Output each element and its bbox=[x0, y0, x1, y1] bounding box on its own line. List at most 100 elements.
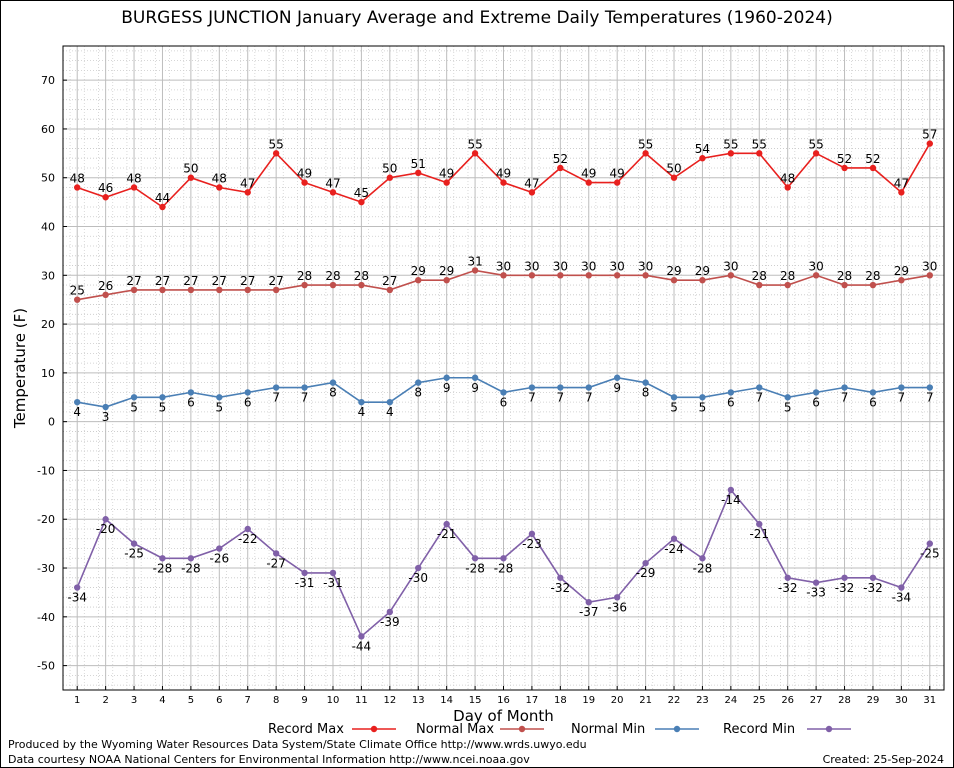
normal-min-point bbox=[500, 389, 507, 396]
record-max-data-label: 55 bbox=[808, 137, 823, 151]
record-min-point bbox=[471, 555, 479, 562]
record-max-point bbox=[699, 155, 706, 162]
record-min-data-label: -32 bbox=[863, 581, 883, 595]
normal-max-data-label: 29 bbox=[695, 264, 710, 278]
normal-max-data-label: 30 bbox=[524, 259, 539, 273]
normal-max-point bbox=[358, 281, 365, 289]
x-tick-label: 17 bbox=[526, 695, 539, 706]
normal-max-point bbox=[500, 272, 507, 279]
normal-min-point bbox=[329, 379, 337, 386]
normal-min-point bbox=[727, 389, 735, 396]
legend-label-normal-max: Normal Max bbox=[416, 722, 494, 737]
normal-min-point bbox=[699, 394, 706, 401]
record-max-data-label: 55 bbox=[467, 137, 482, 151]
record-max-point bbox=[130, 184, 138, 191]
record-max-point bbox=[898, 189, 905, 196]
record-max-point bbox=[74, 184, 81, 191]
normal-max-point bbox=[926, 272, 933, 279]
record-min-data-label: -36 bbox=[607, 600, 627, 614]
record-max-point bbox=[727, 150, 735, 157]
normal-max-point bbox=[585, 272, 592, 279]
normal-max-point bbox=[898, 276, 905, 284]
normal-min-data-label: 5 bbox=[215, 400, 223, 414]
chart-title: BURGESS JUNCTION January Average and Ext… bbox=[121, 8, 833, 28]
normal-min-data-label: 7 bbox=[755, 391, 763, 405]
normal-max-data-label: 29 bbox=[439, 264, 454, 278]
normal-min-data-label: 9 bbox=[471, 381, 479, 395]
normal-min-data-label: 5 bbox=[784, 400, 792, 414]
record-min-data-label: -21 bbox=[437, 527, 457, 541]
normal-min-point bbox=[585, 384, 592, 391]
y-tick-label: 0 bbox=[48, 416, 55, 429]
normal-max-point bbox=[443, 276, 450, 284]
normal-max-data-label: 26 bbox=[98, 279, 113, 293]
normal-max-data-label: 27 bbox=[382, 274, 397, 288]
normal-min-data-label: 7 bbox=[585, 391, 593, 405]
normal-min-data-label: 6 bbox=[812, 395, 820, 409]
normal-min-data-label: 7 bbox=[272, 391, 280, 405]
normal-max-data-label: 31 bbox=[467, 254, 482, 268]
record-max-point bbox=[500, 179, 507, 186]
normal-min-data-label: 5 bbox=[130, 400, 138, 414]
record-min-point bbox=[727, 486, 735, 494]
record-max-point bbox=[301, 179, 308, 186]
y-tick-label: -20 bbox=[37, 513, 55, 526]
normal-min-point bbox=[386, 398, 394, 406]
normal-min-point bbox=[358, 398, 365, 406]
record-min-point bbox=[244, 525, 251, 533]
legend-label-record-max: Record Max bbox=[268, 722, 344, 737]
plot-border bbox=[62, 45, 945, 691]
x-tick-label: 15 bbox=[469, 695, 482, 706]
record-max-data-label: 49 bbox=[439, 167, 454, 181]
normal-min-point bbox=[130, 394, 138, 401]
created-date: Created: 25-Sep-2024 bbox=[822, 753, 944, 766]
record-min-data-label: -31 bbox=[323, 576, 343, 590]
normal-min-data-label: 5 bbox=[670, 400, 678, 414]
normal-max-data-label: 27 bbox=[183, 274, 198, 288]
record-min-point bbox=[585, 598, 592, 606]
y-tick-label: 50 bbox=[41, 172, 55, 185]
x-axis-label: Day of Month bbox=[453, 707, 554, 725]
record-min-data-label: -31 bbox=[295, 576, 315, 590]
normal-max-data-label: 30 bbox=[922, 259, 937, 273]
normal-max-point bbox=[756, 281, 763, 289]
normal-max-point bbox=[102, 291, 109, 299]
normal-min-data-label: 4 bbox=[386, 405, 394, 419]
normal-min-point bbox=[557, 384, 564, 391]
x-tick-label: 11 bbox=[355, 695, 368, 706]
x-tick-label: 19 bbox=[582, 695, 595, 706]
normal-min-point bbox=[642, 379, 649, 386]
x-tick-label: 2 bbox=[102, 695, 108, 706]
record-max-point bbox=[443, 179, 450, 186]
normal-min-data-label: 4 bbox=[358, 405, 366, 419]
record-max-point bbox=[102, 194, 109, 201]
record-min-data-label: -22 bbox=[238, 532, 258, 546]
record-max-point bbox=[869, 164, 877, 172]
record-max-data-label: 49 bbox=[297, 167, 312, 181]
normal-max-data-label: 30 bbox=[723, 259, 738, 273]
x-tick-label: 28 bbox=[838, 695, 851, 706]
normal-max-point bbox=[557, 272, 564, 279]
record-max-data-label: 51 bbox=[411, 157, 426, 171]
record-min-point bbox=[926, 540, 933, 547]
normal-min-point bbox=[159, 394, 166, 401]
normal-min-data-label: 8 bbox=[414, 386, 422, 400]
record-max-data-label: 48 bbox=[780, 171, 795, 185]
record-max-point bbox=[756, 150, 763, 157]
record-max-point bbox=[386, 174, 394, 181]
normal-max-point bbox=[528, 272, 536, 279]
record-min-point bbox=[358, 633, 365, 640]
x-tick-label: 29 bbox=[867, 695, 880, 706]
record-max-point bbox=[272, 150, 280, 157]
record-max-data-label: 57 bbox=[922, 128, 937, 142]
normal-max-data-label: 29 bbox=[666, 264, 681, 278]
x-tick-label: 10 bbox=[327, 695, 340, 706]
record-max-point bbox=[329, 189, 337, 196]
legend-label-record-min: Record Min bbox=[723, 722, 795, 737]
record-max-point bbox=[926, 140, 933, 147]
record-min-point bbox=[102, 516, 109, 523]
record-min-point bbox=[898, 584, 905, 591]
x-tick-label: 5 bbox=[188, 695, 194, 706]
normal-max-point bbox=[642, 272, 649, 279]
